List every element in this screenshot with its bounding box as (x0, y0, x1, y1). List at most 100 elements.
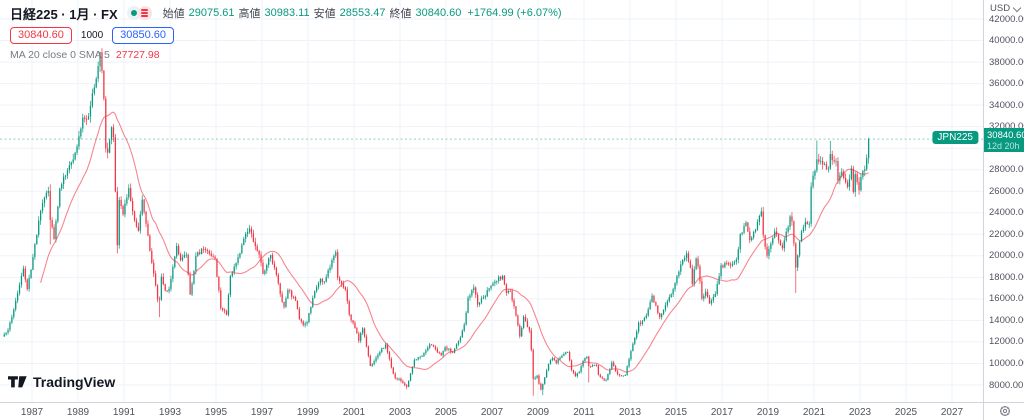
candle-body (199, 252, 201, 254)
candle-body (302, 321, 304, 326)
candle-body (555, 360, 557, 364)
candle-body (478, 302, 481, 305)
candle-body (36, 235, 38, 245)
buy-button[interactable]: 30850.60 (112, 27, 175, 44)
candle-body (84, 117, 86, 120)
candle-body (254, 241, 256, 247)
candle-body (26, 279, 28, 290)
candle-body (220, 290, 222, 309)
time-axis[interactable]: 1987 1989 1991 1993 1995 1997 1999 2001 2003 2005… (0, 402, 1024, 420)
candle-body (331, 260, 333, 268)
candle-body (810, 186, 812, 224)
candle-body (515, 306, 517, 316)
candle-body (361, 328, 364, 334)
candle-body (404, 383, 406, 386)
candle-body (599, 374, 601, 378)
candle-body (532, 349, 534, 379)
candle-body (248, 228, 251, 232)
candle-body (766, 246, 768, 256)
candle-body (126, 197, 128, 204)
candle-body (252, 233, 255, 242)
candle-body (860, 176, 862, 191)
candle-body (747, 222, 749, 232)
candle-body (574, 372, 577, 377)
candle-body (15, 300, 17, 310)
candle-body (321, 278, 324, 282)
gear-icon[interactable] (999, 405, 1011, 417)
time-axis-label: 2025 (894, 407, 918, 418)
candle-body (273, 263, 276, 268)
time-axis-label: 2013 (618, 407, 642, 418)
candle-body (703, 295, 705, 299)
candle-body (53, 227, 55, 239)
candle-body (24, 268, 26, 280)
candle-body (277, 274, 279, 284)
ma-indicator-legend[interactable]: MA 20 close 0 SMA 5 27727.98 (10, 49, 562, 61)
candle-body (484, 296, 486, 298)
symbol-status-icons[interactable] (126, 6, 152, 20)
candle-body (308, 313, 310, 323)
candle-body (377, 354, 379, 358)
candle-body (187, 254, 189, 275)
candle-body (151, 250, 153, 263)
candle-body (218, 276, 220, 291)
candle-body (833, 160, 835, 162)
candle-body (193, 271, 195, 284)
candle-body (542, 383, 544, 390)
market-status-icon[interactable] (126, 6, 141, 20)
candle-body (549, 360, 552, 364)
candle-body (630, 351, 632, 360)
price-axis[interactable]: USD 8000.00 10000.00 12000.00 14000.00 16000… (983, 0, 1024, 402)
candle-body (30, 269, 32, 278)
candle-body (72, 159, 74, 163)
candle-body (551, 358, 554, 361)
candle-body (348, 301, 350, 315)
candle-body (659, 313, 661, 318)
alert-menu-icon[interactable] (137, 6, 152, 20)
candle-body (590, 366, 592, 367)
symbol-title[interactable]: 日経225 · 1月 · FX (10, 6, 118, 22)
high-value: 30983.11 (264, 7, 310, 19)
candle-body (338, 277, 341, 281)
candle-body (170, 278, 172, 289)
candle-body (559, 357, 561, 360)
chevron-down-icon (1012, 3, 1022, 12)
candle-body (356, 328, 358, 334)
candle-body (7, 329, 9, 333)
ma-legend-value: 27727.98 (115, 49, 160, 61)
candle-body (335, 252, 337, 256)
candle-body (722, 265, 724, 268)
candle-body (687, 253, 690, 262)
candle-body (651, 295, 653, 303)
candle-body (837, 161, 839, 181)
candle-body (486, 290, 488, 297)
candle-body (350, 314, 352, 321)
candle-body (101, 52, 103, 71)
tradingview-logo[interactable]: TradingView (8, 374, 115, 390)
currency-selector[interactable]: USD (990, 3, 1022, 14)
candle-body (436, 349, 439, 353)
candle-body (183, 255, 186, 258)
quantity-field[interactable]: 1000 (80, 30, 104, 41)
candle-body (246, 231, 249, 234)
candle-body (310, 306, 312, 314)
candle-body (45, 192, 48, 198)
candle-body (662, 309, 665, 315)
candle-body (291, 290, 293, 297)
candle-body (108, 140, 111, 153)
sell-button[interactable]: 30840.60 (10, 27, 72, 44)
candle-body (637, 322, 640, 332)
axis-settings-cell[interactable] (983, 402, 1024, 420)
candle-body (745, 222, 747, 227)
candle-body (553, 358, 555, 361)
time-axis-label: 2001 (342, 407, 366, 418)
candle-body (49, 191, 51, 220)
candle-body (304, 323, 306, 326)
candle-body (99, 52, 101, 67)
candle-body (789, 216, 791, 227)
candle-body (846, 182, 849, 187)
time-axis-label: 2027 (940, 407, 964, 418)
candle-body (367, 346, 370, 356)
candle-body (459, 337, 462, 342)
candlestick-chart-canvas[interactable] (0, 0, 983, 402)
